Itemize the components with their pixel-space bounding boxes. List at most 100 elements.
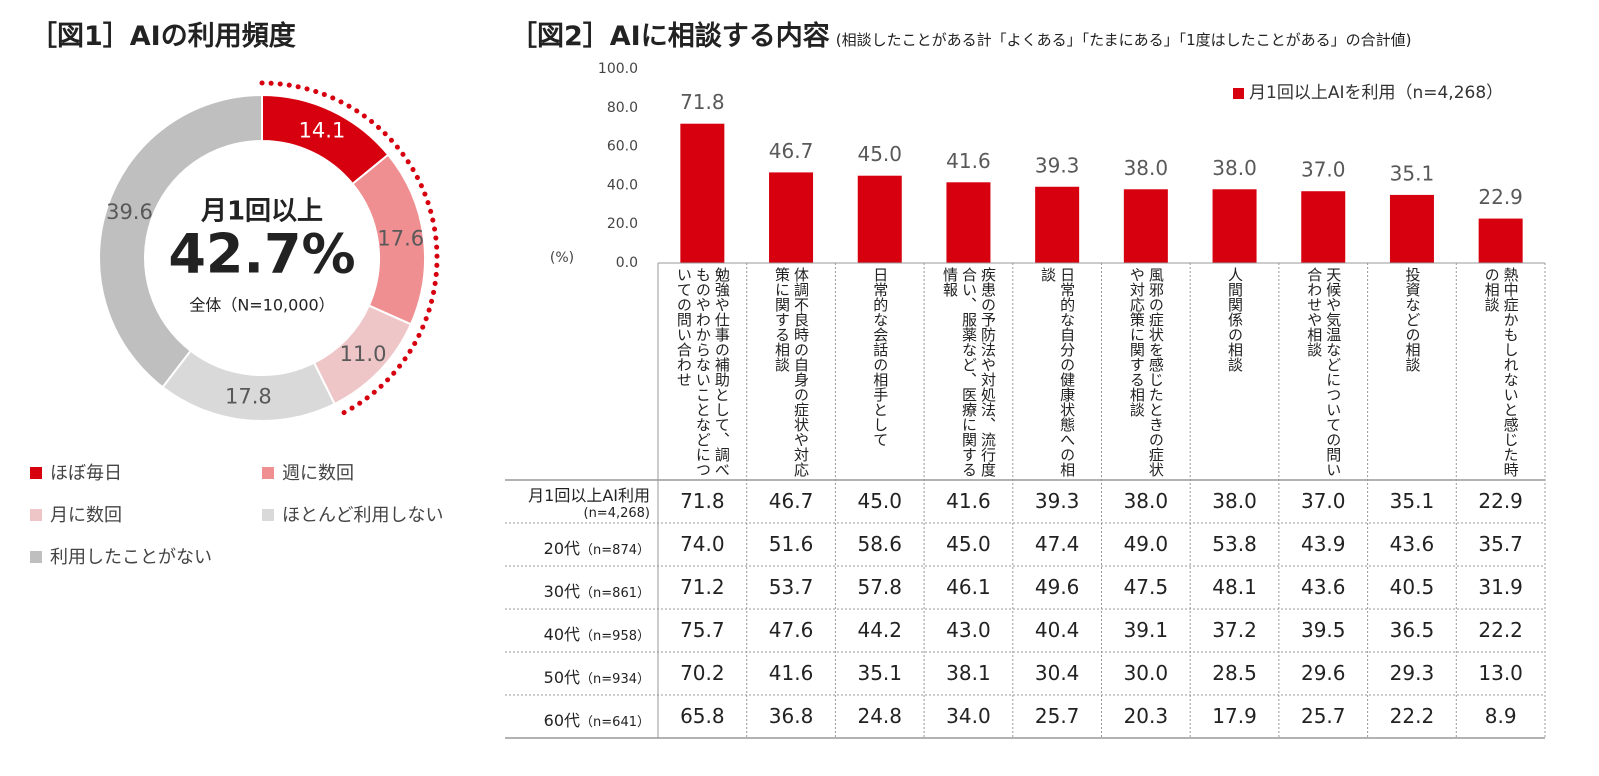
data-label: 38.0 <box>1124 156 1169 180</box>
category-cell: 日常的な会話の相手として <box>835 267 924 477</box>
bar <box>1389 194 1434 263</box>
highlight-arc <box>259 80 440 418</box>
center-text: 42.7% <box>168 223 355 286</box>
data-label: 14.1 <box>299 118 346 142</box>
table-cell: 49.6 <box>1035 575 1080 599</box>
table-cell: 8.9 <box>1485 704 1517 728</box>
table-cell: 38.0 <box>1124 489 1169 513</box>
bar <box>1212 189 1257 263</box>
center-text: 全体（N=10,000） <box>189 296 334 315</box>
table-cell: 38.0 <box>1212 489 1257 513</box>
data-label: 22.9 <box>1478 185 1523 209</box>
bar <box>680 123 725 263</box>
category-cell: 人間関係の相談 <box>1190 267 1279 477</box>
table-cell: 37.0 <box>1301 489 1346 513</box>
category-cell: 体調不良時の自身の症状や対応策に関する相談 <box>747 267 836 477</box>
table-cell: 28.5 <box>1212 661 1257 685</box>
row-label-text: 40代 <box>543 624 581 644</box>
table-cell: 24.8 <box>857 704 902 728</box>
data-label: 35.1 <box>1390 161 1435 185</box>
row-sublabel: （n=861） <box>580 585 650 601</box>
table-cell: 30.0 <box>1124 661 1169 685</box>
table-cell: 22.2 <box>1390 704 1435 728</box>
table-cell: 34.0 <box>946 704 991 728</box>
x-tick-label: 日常的な自分の健康状態への相談 <box>1039 267 1077 477</box>
bar <box>946 182 991 263</box>
data-label: 71.8 <box>680 90 725 114</box>
table-cell: 46.1 <box>946 575 991 599</box>
chart-title: ［図2］AIに相談する内容 (相談したことがある計「よくある」「たまにある」「1度… <box>510 14 1412 53</box>
table-cell: 20.3 <box>1124 704 1169 728</box>
table-cell: 36.5 <box>1390 618 1435 642</box>
table-cell: 65.8 <box>680 704 725 728</box>
category-cell: 風邪の症状を感じたときの症状や対応策に関する相談 <box>1102 267 1191 477</box>
y-tick-label: 20.0 <box>607 216 638 232</box>
table-cell: 75.7 <box>680 618 725 642</box>
table-cell: 53.7 <box>769 575 814 599</box>
y-tick-label: 0.0 <box>616 255 638 271</box>
chart-subtitle: (相談したことがある計「よくある」「たまにある」「1度はしたことがある」の合計値… <box>835 31 1412 49</box>
bar <box>857 175 902 263</box>
row-label-text: 60代 <box>543 710 581 730</box>
bar <box>1301 191 1346 263</box>
table-cell: 71.2 <box>680 575 725 599</box>
table-cell: 45.0 <box>946 532 991 556</box>
table-cell: 35.7 <box>1478 532 1523 556</box>
category-cell: 日常的な自分の健康状態への相談 <box>1013 267 1102 477</box>
x-tick-label: 日常的な会話の相手として <box>871 267 890 447</box>
category-cell: 天候や気温などについての問い合わせや相談 <box>1279 267 1368 477</box>
row-sublabel: （n=934） <box>580 671 650 687</box>
category-cell: 投資などの相談 <box>1368 267 1457 477</box>
category-cell: 熱中症かもしれないと感じた時の相談 <box>1456 267 1545 477</box>
table-cell: 43.6 <box>1301 575 1346 599</box>
row-label: 50代（n=934） <box>500 664 650 688</box>
table-cell: 38.1 <box>946 661 991 685</box>
row-sublabel: （n=874） <box>580 542 650 558</box>
table-cell: 39.1 <box>1124 618 1169 642</box>
row-sublabel: （n=641） <box>580 714 650 730</box>
category-cell: 勉強や仕事の補助として、調べものやわからないことなどについての問い合わせ <box>658 267 747 477</box>
x-tick-label: 体調不良時の自身の症状や対応策に関する相談 <box>773 267 811 477</box>
chart-title: ［図1］AIの利用頻度 <box>30 21 296 52</box>
table-cell: 53.8 <box>1212 532 1257 556</box>
y-axis-label: (%) <box>550 250 574 266</box>
chart-title: ［図2］AIに相談する内容 <box>510 21 830 52</box>
row-label-text: 30代 <box>543 581 581 601</box>
table-cell: 44.2 <box>857 618 902 642</box>
table-cell: 43.0 <box>946 618 991 642</box>
table-cell: 25.7 <box>1035 704 1080 728</box>
x-tick-label: 天候や気温などについての問い合わせや相談 <box>1305 267 1343 477</box>
data-label: 46.7 <box>769 139 814 163</box>
bar <box>1478 218 1523 263</box>
legend-label: 週に数回 <box>282 463 354 484</box>
center-text: 月1回以上 <box>200 197 323 227</box>
table-cell: 39.5 <box>1301 618 1346 642</box>
table-cell: 51.6 <box>769 532 814 556</box>
bar <box>1035 186 1080 263</box>
row-label: 月1回以上AI利用 (n=4,268) <box>500 482 650 521</box>
data-label: 37.0 <box>1301 158 1346 182</box>
legend-swatch <box>1233 88 1244 99</box>
table-cell: 29.3 <box>1390 661 1435 685</box>
table-cell: 46.7 <box>769 489 814 513</box>
bar <box>769 172 814 263</box>
x-tick-label: 勉強や仕事の補助として、調べものやわからないことなどについての問い合わせ <box>674 267 731 477</box>
table-cell: 36.8 <box>769 704 814 728</box>
legend-swatch <box>30 509 42 521</box>
row-label-text: 月1回以上AI利用 <box>528 485 650 505</box>
table-cell: 41.6 <box>769 661 814 685</box>
legend-swatch <box>30 551 42 563</box>
x-tick-label: 投資などの相談 <box>1403 267 1422 372</box>
legend-label: 月1回以上AIを利用（n=4,268） <box>1249 83 1503 103</box>
table-cell: 35.1 <box>857 661 902 685</box>
table-cell: 31.9 <box>1478 575 1523 599</box>
table-cell: 57.8 <box>857 575 902 599</box>
data-label: 39.6 <box>106 200 153 224</box>
x-tick-label: 風邪の症状を感じたときの症状や対応策に関する相談 <box>1127 267 1165 477</box>
data-label: 38.0 <box>1212 156 1257 180</box>
table-cell: 29.6 <box>1301 661 1346 685</box>
table-cell: 40.5 <box>1390 575 1435 599</box>
row-label: 20代（n=874） <box>500 535 650 559</box>
